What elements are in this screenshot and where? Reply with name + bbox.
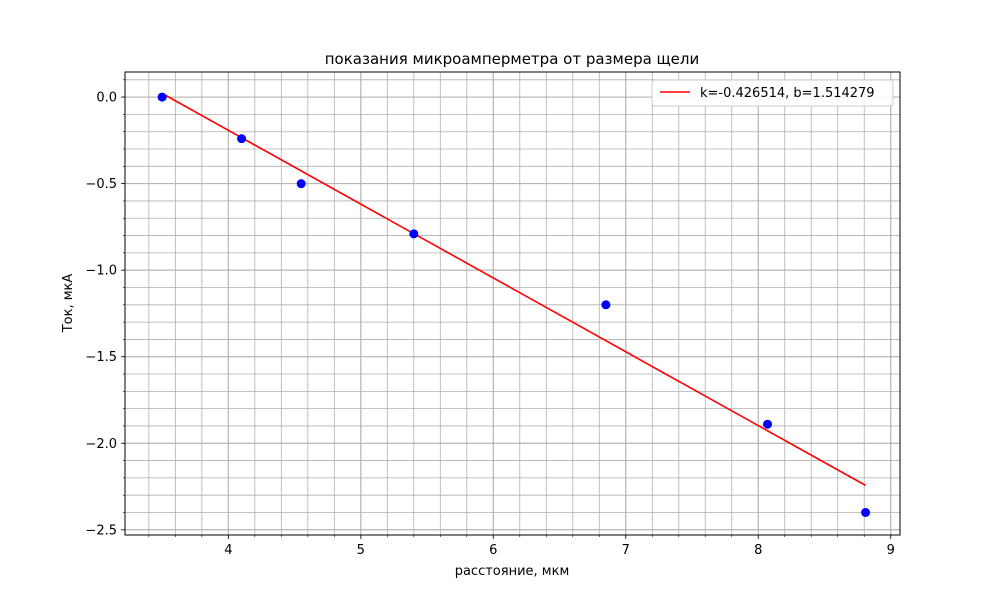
chart-title: показания микроамперметра от размера щел… (325, 50, 700, 68)
legend-box (651, 79, 894, 107)
data-point (237, 134, 247, 144)
y-tick-label: −1.5 (85, 350, 117, 365)
legend: k=-0.426514, b=1.514279 (651, 79, 894, 107)
y-tick-label: −2.0 (85, 437, 117, 452)
x-tick-label: 4 (224, 543, 232, 558)
data-point (157, 92, 167, 102)
y-tick-label: −2.5 (85, 523, 117, 538)
data-point (409, 229, 419, 239)
x-tick-label: 8 (754, 543, 762, 558)
x-tick-label: 9 (887, 543, 895, 558)
y-tick-label: 0.0 (96, 91, 117, 106)
series (157, 92, 871, 517)
y-tick-label: −0.5 (85, 177, 117, 192)
data-point (763, 419, 773, 429)
x-tick-label: 5 (357, 543, 365, 558)
plot-frame (124, 71, 901, 536)
data-point (861, 507, 871, 517)
ticks: 4 5 6 7 8 9 0.0 −0.5 −1.0 −1.5 −2.0 −2.5 (85, 79, 895, 558)
y-tick-label: −1.0 (85, 264, 117, 279)
y-axis-label: Ток, мкА (61, 274, 76, 334)
data-point (601, 300, 611, 310)
fit-line (161, 92, 866, 487)
legend-label: k=-0.426514, b=1.514279 (700, 86, 875, 101)
x-tick-label: 7 (622, 543, 630, 558)
x-tick-label: 6 (489, 543, 497, 558)
x-axis-label: расстояние, мкм (455, 564, 570, 579)
data-point (296, 179, 306, 189)
